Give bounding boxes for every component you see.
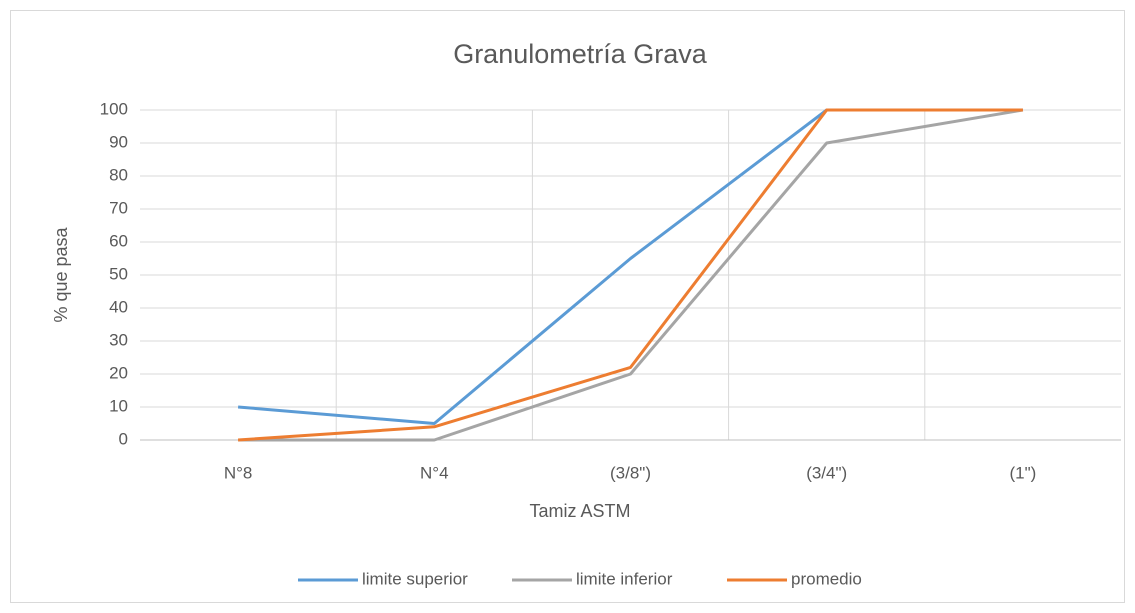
legend-label: limite inferior — [576, 569, 673, 588]
y-tick-label: 30 — [109, 330, 128, 349]
x-tick-label: (3/8") — [610, 463, 651, 482]
x-axis-label: Tamiz ASTM — [529, 501, 630, 521]
series-line — [237, 108, 1023, 442]
series-line — [238, 108, 1024, 442]
y-tick-label: 40 — [109, 297, 128, 316]
y-tick-label: 60 — [109, 231, 128, 250]
legend-label: limite superior — [362, 569, 468, 588]
x-tick-label: (3/4") — [806, 463, 847, 482]
chart-title: Granulometría Grava — [453, 39, 708, 69]
y-tick-label: 100 — [100, 99, 128, 118]
y-tick-label: 0 — [119, 429, 128, 448]
x-tick-label: N°8 — [224, 463, 253, 482]
y-tick-label: 90 — [109, 132, 128, 151]
y-tick-label: 50 — [109, 264, 128, 283]
legend-label: promedio — [791, 569, 862, 588]
y-tick-label: 70 — [109, 198, 128, 217]
x-tick-label: N°4 — [420, 463, 449, 482]
x-tick-label: (1") — [1009, 463, 1036, 482]
y-tick-label: 10 — [109, 396, 128, 415]
y-tick-label: 80 — [109, 165, 128, 184]
y-tick-label: 20 — [109, 363, 128, 382]
y-axis-label: % que pasa — [51, 226, 71, 322]
